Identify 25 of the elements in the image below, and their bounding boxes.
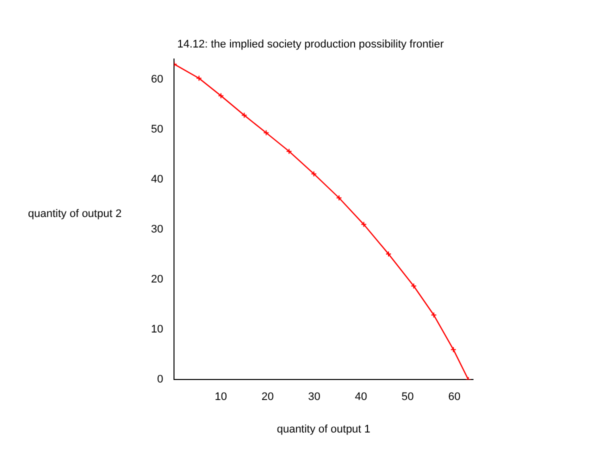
point	[263, 130, 270, 136]
point	[241, 112, 248, 118]
chart-title: 14.12: the implied society production possibility frontier	[177, 38, 444, 51]
point	[286, 148, 292, 154]
y-tick-label: 40	[150, 173, 164, 186]
x-tick-label: 50	[402, 391, 414, 404]
y-tick-label: 10	[150, 324, 164, 336]
point	[360, 221, 367, 228]
y-tick-label: 50	[150, 123, 164, 136]
point	[196, 75, 202, 82]
y-tick-label: 30	[150, 223, 164, 236]
x-tick-label: 40	[354, 391, 368, 404]
x-axis-title: quantity of output 1	[276, 423, 370, 436]
y-tick-label: 20	[150, 274, 164, 286]
x-tick-label: 60	[448, 391, 460, 404]
point	[450, 346, 456, 353]
x-tick-label: 20	[261, 391, 274, 404]
x-tick-label: 10	[214, 391, 228, 404]
point	[310, 170, 317, 177]
y-tick-label: 60	[150, 73, 164, 86]
point	[336, 194, 342, 201]
y-axis-title: quantity of output 2	[28, 208, 122, 220]
x-tick-label: 30	[308, 391, 320, 404]
y-tick-label: 0	[157, 374, 164, 386]
point	[218, 92, 224, 99]
